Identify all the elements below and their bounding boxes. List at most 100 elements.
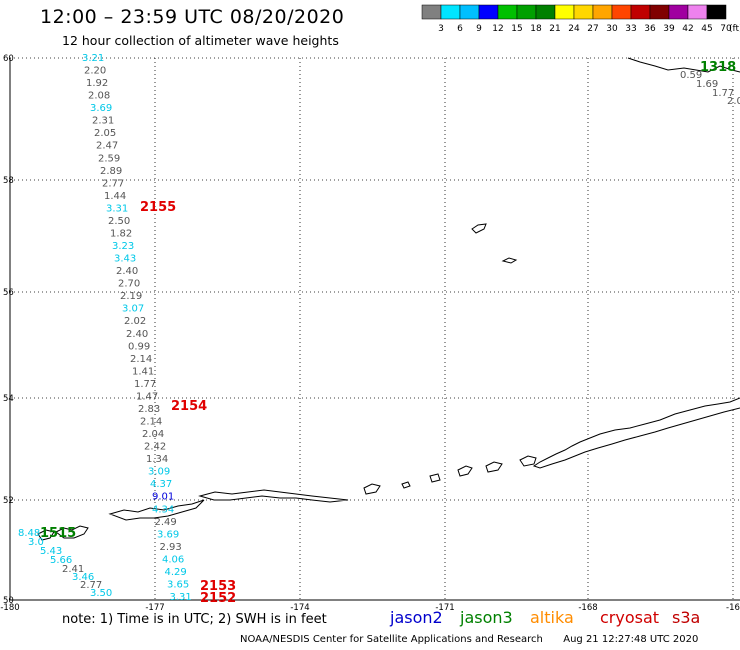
lat-lon-grid bbox=[10, 57, 740, 600]
scale-swatch bbox=[687, 4, 708, 20]
wave-height-value: 2.70 bbox=[118, 279, 140, 290]
wave-height-value: 4.29 bbox=[165, 567, 187, 578]
wave-height-value: 2.93 bbox=[160, 542, 182, 553]
wave-height-value: 2.50 bbox=[108, 216, 130, 227]
alaska-mainland-coast bbox=[627, 57, 740, 73]
pass-time-label: 2153 bbox=[200, 579, 236, 594]
legend-jason2: jason2 bbox=[390, 608, 443, 627]
scale-label: 36 bbox=[644, 24, 656, 34]
longitude-tick-label: -168 bbox=[578, 603, 597, 613]
scale-swatch bbox=[516, 4, 537, 20]
scale-swatch bbox=[535, 4, 556, 20]
color-scale-bar bbox=[421, 4, 727, 20]
scale-label: 30 bbox=[606, 24, 618, 34]
andreanof-east bbox=[363, 483, 381, 495]
scale-swatch bbox=[478, 4, 499, 20]
wave-height-value: 0.99 bbox=[128, 341, 150, 352]
near-islands bbox=[55, 525, 89, 539]
wave-height-value: 2.41 bbox=[62, 564, 84, 575]
longitude-tick-label: -171 bbox=[435, 603, 454, 613]
wave-height-value: 3.65 bbox=[167, 579, 189, 590]
scale-label: 27 bbox=[587, 24, 598, 34]
scale-label: 3 bbox=[438, 24, 444, 34]
wave-height-value: 2.59 bbox=[98, 153, 120, 164]
wave-height-value: 3.0 bbox=[28, 537, 44, 548]
wave-height-value: 8.48 bbox=[18, 528, 40, 539]
fox-island-2 bbox=[457, 465, 473, 477]
wave-height-value: 3.43 bbox=[114, 254, 136, 265]
wave-height-value: 3.31 bbox=[170, 592, 192, 603]
legend-s3a: s3a bbox=[672, 608, 701, 627]
scale-swatch bbox=[554, 4, 575, 20]
pass-time-label: 2154 bbox=[171, 399, 207, 414]
scale-label: 18 bbox=[530, 24, 542, 34]
wave-height-value: 1.92 bbox=[86, 78, 108, 89]
scale-unit: (ft) bbox=[729, 24, 740, 34]
wave-height-value: 2.77 bbox=[102, 178, 124, 189]
wave-height-value: 1.44 bbox=[104, 191, 126, 202]
andreanof-islands bbox=[198, 489, 349, 503]
attu-island bbox=[37, 529, 55, 541]
scale-swatch bbox=[706, 4, 727, 20]
wave-height-value: 3.46 bbox=[72, 572, 94, 583]
scale-label: 21 bbox=[549, 24, 560, 34]
pribilof-island-2 bbox=[501, 257, 518, 264]
islands-of-four-mountains bbox=[401, 481, 411, 489]
wave-height-value: 4.06 bbox=[162, 554, 184, 565]
wave-height-value: 5.66 bbox=[50, 555, 72, 566]
wave-height-value: 2.49 bbox=[155, 517, 177, 528]
latitude-tick-label: 56 bbox=[3, 288, 14, 298]
wave-height-value: 0.59 bbox=[680, 70, 702, 81]
longitude-tick-label: -180 bbox=[0, 603, 19, 613]
longitude-tick-label: -174 bbox=[290, 603, 309, 613]
wave-height-value: 3.09 bbox=[148, 467, 170, 478]
scale-swatch bbox=[573, 4, 594, 20]
scale-label: 42 bbox=[682, 24, 693, 34]
scale-swatch bbox=[421, 4, 442, 20]
footer: NOAA/NESDIS Center for Satellite Applica… bbox=[240, 634, 698, 645]
wave-height-value: 2.40 bbox=[116, 266, 138, 277]
wave-height-value: 2.04 bbox=[142, 429, 164, 440]
scale-label: 6 bbox=[457, 24, 463, 34]
scale-swatch bbox=[592, 4, 613, 20]
wave-height-value: 3.69 bbox=[90, 103, 112, 114]
wave-height-value: 5.43 bbox=[40, 546, 62, 557]
latitude-tick-label: 58 bbox=[3, 176, 14, 186]
longitude-tick-label: -177 bbox=[145, 603, 164, 613]
wave-height-value: 2.42 bbox=[144, 442, 166, 453]
wave-height-value: 3.69 bbox=[157, 529, 179, 540]
wave-height-value: 2.19 bbox=[120, 291, 142, 302]
wave-height-value: 2.20 bbox=[84, 66, 106, 77]
rat-islands bbox=[108, 499, 205, 521]
wave-height-value: 2.89 bbox=[100, 166, 122, 177]
wave-height-value: 4.34 bbox=[152, 504, 174, 515]
scale-label: 24 bbox=[568, 24, 580, 34]
wave-height-value: 2.02 bbox=[124, 316, 146, 327]
wave-height-value: 2.83 bbox=[138, 404, 160, 415]
footer-org: NOAA/NESDIS Center for Satellite Applica… bbox=[240, 634, 543, 645]
map-frame bbox=[9, 58, 740, 601]
scale-swatch bbox=[497, 4, 518, 20]
altimeter-track-values: 3.212.201.922.083.692.312.052.472.592.89… bbox=[18, 53, 740, 603]
wave-height-value: 2.08 bbox=[88, 91, 110, 102]
wave-height-value: 1.47 bbox=[136, 391, 158, 402]
scale-swatch bbox=[459, 4, 480, 20]
wave-height-value: 2.05 bbox=[94, 128, 116, 139]
pass-time-label: 2152 bbox=[200, 591, 236, 606]
scale-label: 33 bbox=[625, 24, 636, 34]
wave-height-value: 4.37 bbox=[150, 479, 172, 490]
pass-time-label: 1318 bbox=[700, 60, 736, 75]
alaska-peninsula bbox=[532, 397, 740, 469]
scale-label: 70 bbox=[720, 24, 732, 34]
latitude-tick-label: 54 bbox=[3, 394, 14, 404]
scale-swatch bbox=[611, 4, 632, 20]
coastline bbox=[37, 57, 740, 541]
wave-height-value: 3.07 bbox=[122, 304, 144, 315]
unimak-island bbox=[519, 455, 537, 467]
wave-height-value: 1.69 bbox=[696, 79, 718, 90]
wave-height-value: 9.01 bbox=[152, 492, 174, 503]
scale-label: 39 bbox=[663, 24, 675, 34]
scale-label: 12 bbox=[492, 24, 503, 34]
